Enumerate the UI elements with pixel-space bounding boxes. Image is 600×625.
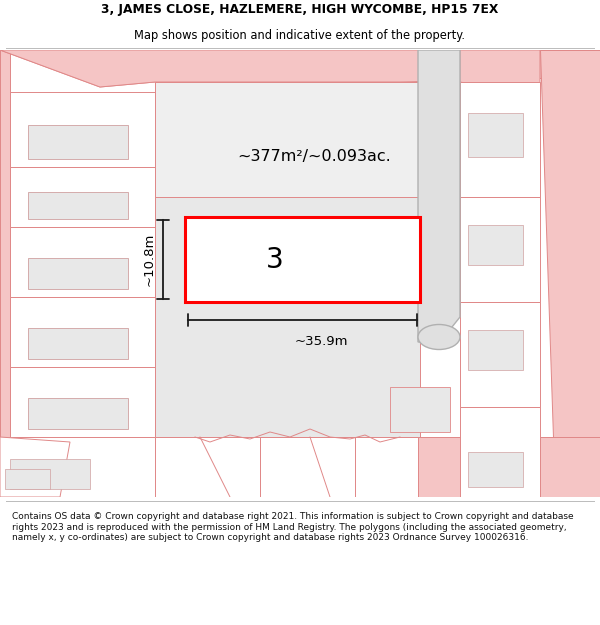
Bar: [28, 328, 128, 359]
Polygon shape: [0, 437, 70, 497]
Text: Contains OS data © Crown copyright and database right 2021. This information is : Contains OS data © Crown copyright and d…: [12, 512, 574, 542]
Bar: [28, 258, 128, 289]
Text: ~10.8m: ~10.8m: [143, 232, 155, 286]
Polygon shape: [0, 437, 600, 497]
Polygon shape: [460, 50, 540, 97]
Polygon shape: [355, 437, 418, 497]
Polygon shape: [418, 50, 460, 342]
Polygon shape: [260, 437, 355, 497]
Text: ~35.9m: ~35.9m: [295, 335, 348, 348]
Bar: [10, 367, 155, 437]
Bar: [185, 217, 420, 302]
Bar: [28, 398, 128, 429]
Bar: [10, 92, 155, 167]
Polygon shape: [540, 50, 600, 497]
Bar: [468, 452, 523, 487]
Bar: [460, 197, 540, 302]
Bar: [155, 82, 420, 197]
Text: ~377m²/~0.093ac.: ~377m²/~0.093ac.: [238, 149, 391, 164]
Bar: [10, 297, 155, 367]
Bar: [5, 469, 50, 489]
Polygon shape: [0, 50, 600, 87]
Bar: [460, 407, 540, 497]
Bar: [0, 437, 155, 497]
Bar: [468, 331, 523, 370]
Ellipse shape: [418, 324, 460, 349]
Bar: [10, 167, 155, 227]
Text: Map shows position and indicative extent of the property.: Map shows position and indicative extent…: [134, 29, 466, 41]
Bar: [28, 192, 128, 219]
Bar: [460, 82, 540, 197]
Bar: [28, 125, 128, 159]
Bar: [468, 113, 523, 157]
Polygon shape: [155, 437, 260, 497]
Bar: [10, 459, 90, 489]
Text: 3, JAMES CLOSE, HAZLEMERE, HIGH WYCOMBE, HP15 7EX: 3, JAMES CLOSE, HAZLEMERE, HIGH WYCOMBE,…: [101, 4, 499, 16]
Polygon shape: [0, 50, 10, 497]
Text: 3: 3: [265, 246, 283, 274]
Bar: [460, 302, 540, 407]
Bar: [155, 82, 420, 437]
Polygon shape: [0, 50, 155, 87]
Bar: [468, 226, 523, 265]
Bar: [10, 227, 155, 297]
Bar: [390, 387, 450, 432]
